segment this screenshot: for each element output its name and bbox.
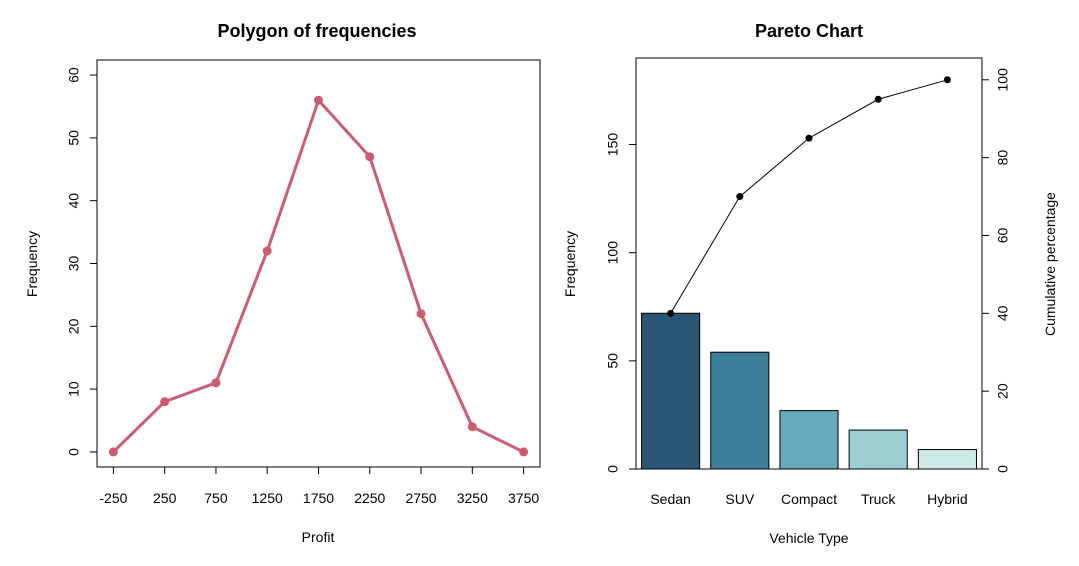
chart2-bar (848, 429, 908, 470)
chart2-cumulative-point (736, 193, 744, 201)
chart1-y-tick-label: 0 (66, 448, 82, 456)
chart2-cumulative-series (667, 76, 951, 317)
chart1-x-tick-label: 2250 (354, 490, 385, 506)
chart2-x-tick-label: Compact (781, 491, 837, 507)
chart1-y-tick-label: 60 (66, 67, 82, 83)
chart1-point (108, 447, 118, 457)
chart2-y2-tick-label: 40 (995, 305, 1011, 321)
chart1-y-tick-label: 20 (66, 318, 82, 334)
chart1-series-line (112, 98, 525, 454)
chart2-y-tick-label: 100 (605, 241, 621, 265)
chart1-series (108, 95, 529, 457)
chart2-y2-tick-label: 60 (995, 227, 1011, 243)
chart2-x-tick-label: SUV (725, 491, 754, 507)
chart1-point (519, 447, 529, 457)
chart2-bar (641, 312, 701, 470)
chart2-x-label: Vehicle Type (769, 530, 848, 546)
chart1-y-tick-label: 40 (66, 193, 82, 209)
chart2-y2-tick-label: 20 (995, 383, 1011, 399)
chart2-x-tick-label: Hybrid (927, 491, 967, 507)
chart1-point (262, 246, 272, 256)
chart1-x-tick-label: 1750 (303, 490, 334, 506)
chart1-y-axis: 0 10 20 30 40 50 60 (66, 67, 98, 456)
chart1-x-tick-label: 3750 (508, 490, 539, 506)
chart2-cumulative-point (943, 76, 951, 84)
chart1-point (365, 152, 375, 162)
chart1-point (211, 378, 221, 388)
chart1-title: Polygon of frequencies (217, 21, 416, 41)
chart2-y-tick-label: 50 (605, 353, 621, 369)
chart2-bar (710, 351, 770, 470)
chart2-y-axis: 0 50 100 150 (605, 133, 636, 473)
chart2-bar (917, 449, 977, 470)
chart1-x-tick-label: 3250 (457, 490, 488, 506)
chart1-x-tick-label: -250 (99, 490, 127, 506)
chart2-y2-tick-label: 0 (995, 465, 1011, 473)
chart1-x-tick-label: 1250 (252, 490, 283, 506)
chart2-x-axis: Sedan SUV Compact Truck Hybrid (650, 491, 967, 507)
chart2-cumulative-point (874, 95, 882, 103)
chart1-x-tick-label: 2750 (405, 490, 436, 506)
chart1-point (160, 397, 170, 407)
chart2-title: Pareto Chart (755, 21, 863, 41)
chart1-x-axis: -250 250 750 1250 1750 2250 2750 3250 3750 (99, 466, 539, 506)
chart2-y2-label: Cumulative percentage (1042, 192, 1058, 336)
chart2-plot-frame (635, 57, 983, 470)
chart1-x-tick-label: 750 (204, 490, 228, 506)
chart2-x-tick-label: Truck (861, 491, 896, 507)
chart2-bar (779, 410, 839, 470)
polygon-chart: Polygon of frequencies -250 250 750 1250 175… (24, 21, 541, 545)
chart1-y-label: Frequency (24, 231, 40, 297)
chart2-y-tick-label: 150 (605, 133, 621, 157)
chart1-y-tick-label: 50 (66, 130, 82, 146)
chart1-point (314, 95, 323, 105)
chart2-y2-tick-label: 80 (995, 150, 1011, 166)
chart1-y-tick-label: 30 (66, 256, 82, 272)
chart2-cumulative-point (667, 309, 675, 317)
chart1-x-label: Profit (302, 529, 335, 545)
chart1-y-tick-label: 10 (66, 381, 82, 397)
chart1-x-tick-label: 250 (153, 490, 177, 506)
chart2-y-tick-label: 0 (605, 465, 621, 473)
chart1-point (416, 309, 426, 319)
chart1-point (467, 422, 477, 432)
chart2-cumulative-line (670, 79, 948, 314)
chart2-bars (641, 312, 977, 470)
chart2-y2-tick-label: 100 (995, 68, 1011, 92)
chart2-y2-axis: 0 20 40 60 80 100 (982, 68, 1011, 473)
chart2-y-label: Frequency (562, 231, 578, 297)
pareto-chart: Pareto Chart Sedan SUV Compact Truck Hybrid … (562, 21, 1058, 546)
chart2-cumulative-point (805, 134, 813, 142)
chart2-x-tick-label: Sedan (650, 491, 690, 507)
